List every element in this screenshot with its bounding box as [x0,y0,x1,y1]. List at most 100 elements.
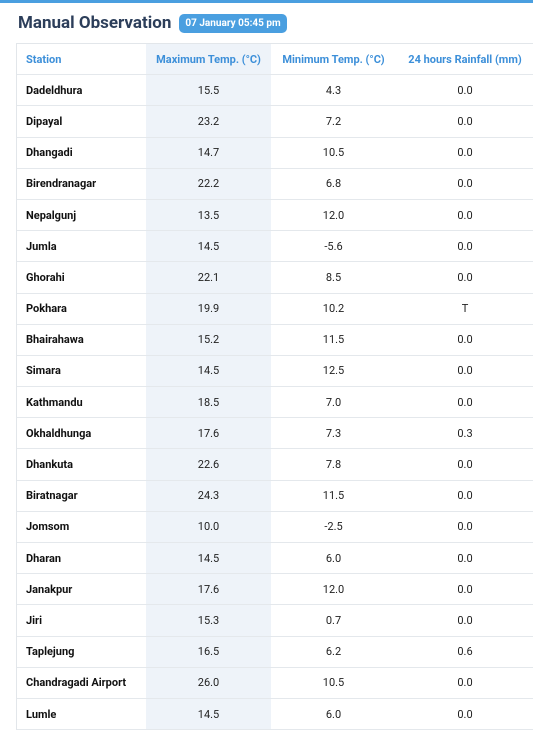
cell: 0.0 [396,230,533,263]
cell: 0.0 [396,324,533,356]
station-name: Dipayal [17,105,146,138]
cell: 0.0 [396,355,533,388]
table-row: Jumla 14.5 -5.6 0.0 [17,230,533,263]
cell: 13.5 [146,199,271,232]
table-row: Okhaldhunga 17.6 7.3 0.3 [17,417,533,450]
table-row: Simara 14.5 12.5 0.0 [17,355,533,388]
cell: 0.0 [396,698,533,730]
station-name: Jomsom [17,511,146,544]
cell: 14.5 [146,542,271,575]
table-row: Chandragadi Airport 26.0 10.5 0.0 [17,667,533,699]
table-row: Jomsom 10.0 -2.5 0.0 [17,511,533,544]
cell: 10.2 [271,293,396,325]
cell: 0.3 [396,417,533,450]
cell: 0.0 [396,480,533,512]
cell: 24.3 [146,480,271,512]
cell: 6.0 [271,698,396,730]
cell: 0.0 [396,511,533,544]
station-name: Birendranagar [17,168,146,200]
station-name: Pokhara [17,293,146,325]
station-name: Lumle [17,698,146,730]
station-name: Bhairahawa [17,324,146,356]
table-row: Dharan 14.5 6.0 0.0 [17,542,533,575]
table-row: Dhankuta 22.6 7.8 0.0 [17,448,533,481]
cell: -2.5 [271,511,396,544]
table-row: Nepalgunj 13.5 12.0 0.0 [17,199,533,232]
cell: 0.0 [396,74,533,107]
cell: 14.5 [146,698,271,730]
cell: 22.2 [146,168,271,200]
station-name: Dadeldhura [17,74,146,107]
column-header: 24 hours Rainfall (mm) [396,44,533,76]
top-border [0,0,533,3]
cell: 22.6 [146,448,271,481]
cell: 4.3 [271,74,396,107]
station-name: Ghorahi [17,261,146,294]
table-row: Lumle 14.5 6.0 0.0 [17,698,533,730]
station-name: Dhankuta [17,448,146,481]
cell: 0.7 [271,604,396,637]
table-row: Birendranagar 22.2 6.8 0.0 [17,168,533,200]
table-row: Dadeldhura 15.5 4.3 0.0 [17,74,533,107]
time-badge: 07 January 05:45 pm [179,13,287,33]
station-name: Jiri [17,604,146,637]
table-row: Taplejung 16.5 6.2 0.6 [17,636,533,668]
cell: 7.0 [271,386,396,419]
cell: 0.0 [396,137,533,169]
cell: 11.5 [271,324,396,356]
cell: 22.1 [146,261,271,294]
table-body: Dadeldhura 15.5 4.3 0.0 Dipayal 23.2 7.2 0.0 Dha… [17,74,533,730]
table-row: Jiri 15.3 0.7 0.0 [17,604,533,637]
observation-table: Station Maximum Temp. (°C) Minimum Temp. (… [17,44,533,730]
cell: 0.0 [396,168,533,200]
cell: 8.5 [271,261,396,294]
table-row: Ghorahi 22.1 8.5 0.0 [17,261,533,294]
cell: 12.0 [271,573,396,606]
cell: 7.3 [271,417,396,450]
cell: 18.5 [146,386,271,419]
station-name: Simara [17,355,146,388]
table-row: Bhairahawa 15.2 11.5 0.0 [17,324,533,356]
cell: 16.5 [146,636,271,668]
cell: 6.8 [271,168,396,200]
header: Manual Observation 07 January 05:45 pm [18,10,287,36]
station-name: Biratnagar [17,480,146,512]
cell: 17.6 [146,417,271,450]
cell: 7.8 [271,448,396,481]
station-name: Jumla [17,230,146,263]
cell: 0.0 [396,604,533,637]
table-row: Kathmandu 18.5 7.0 0.0 [17,386,533,419]
column-header: Minimum Temp. (°C) [271,44,396,76]
cell: 0.0 [396,261,533,294]
cell: 14.7 [146,137,271,169]
station-name: Chandragadi Airport [17,667,146,699]
table-row: Biratnagar 24.3 11.5 0.0 [17,480,533,512]
cell: 0.0 [396,105,533,138]
cell: 10.5 [271,667,396,699]
station-name: Okhaldhunga [17,417,146,450]
cell: 12.5 [271,355,396,388]
table-row: Janakpur 17.6 12.0 0.0 [17,573,533,606]
cell: 0.0 [396,573,533,606]
table-row: Dhangadi 14.7 10.5 0.0 [17,137,533,169]
table-row: Dipayal 23.2 7.2 0.0 [17,105,533,138]
cell: 0.6 [396,636,533,668]
table-row: Pokhara 19.9 10.2 T [17,293,533,325]
station-name: Taplejung [17,636,146,668]
cell: -5.6 [271,230,396,263]
cell: 14.5 [146,355,271,388]
station-name: Kathmandu [17,386,146,419]
cell: 0.0 [396,667,533,699]
cell: 12.0 [271,199,396,232]
header-row: Station Maximum Temp. (°C) Minimum Temp. (… [17,44,533,76]
cell: T [396,293,533,325]
cell: 19.9 [146,293,271,325]
cell: 17.6 [146,573,271,606]
table-container: Station Maximum Temp. (°C) Minimum Temp. (… [16,43,533,730]
cell: 11.5 [271,480,396,512]
cell: 15.5 [146,74,271,107]
cell: 6.2 [271,636,396,668]
cell: 10.5 [271,137,396,169]
cell: 0.0 [396,199,533,232]
